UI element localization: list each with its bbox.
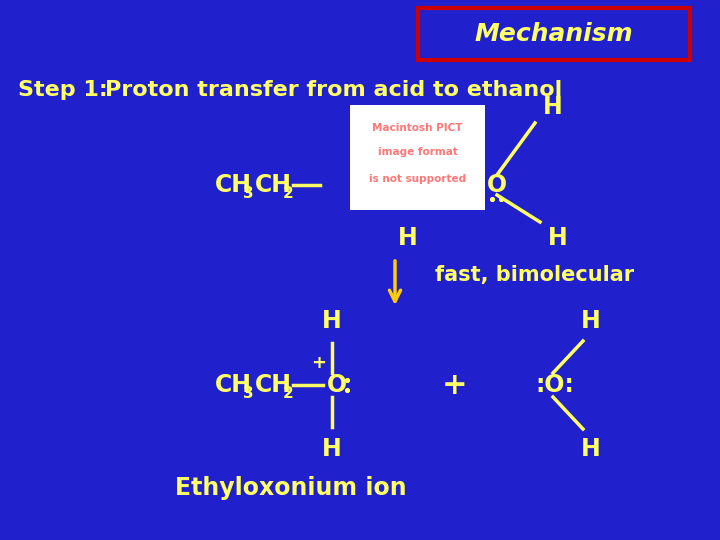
Text: O: O	[487, 173, 507, 197]
Text: H: H	[543, 95, 563, 119]
Text: CH: CH	[255, 373, 292, 397]
Text: Ethyloxonium ion: Ethyloxonium ion	[175, 476, 407, 500]
Text: +: +	[311, 354, 326, 372]
Text: H: H	[322, 437, 342, 461]
Text: H: H	[581, 437, 601, 461]
Text: CH: CH	[255, 173, 292, 197]
Text: image format: image format	[377, 147, 457, 157]
FancyBboxPatch shape	[418, 8, 690, 60]
Text: CH: CH	[215, 373, 252, 397]
Text: is not supported: is not supported	[369, 173, 466, 184]
Text: H: H	[548, 226, 568, 250]
Text: Mechanism: Mechanism	[474, 22, 634, 46]
Text: fast, bimolecular: fast, bimolecular	[435, 265, 634, 285]
Text: Macintosh PICT: Macintosh PICT	[372, 123, 463, 133]
Text: Proton transfer from acid to ethanol: Proton transfer from acid to ethanol	[105, 80, 562, 100]
FancyBboxPatch shape	[350, 105, 485, 210]
Text: 2: 2	[283, 387, 294, 402]
Text: H: H	[397, 226, 418, 250]
Text: 3: 3	[243, 387, 253, 402]
Text: Step 1:: Step 1:	[18, 80, 108, 100]
Text: CH: CH	[215, 173, 252, 197]
Text: O: O	[327, 373, 347, 397]
Text: H: H	[322, 309, 342, 333]
Text: H: H	[581, 309, 601, 333]
Text: :O:: :O:	[535, 373, 574, 397]
Text: +: +	[442, 370, 468, 400]
Text: 2: 2	[283, 186, 294, 201]
Text: 3: 3	[243, 186, 253, 201]
